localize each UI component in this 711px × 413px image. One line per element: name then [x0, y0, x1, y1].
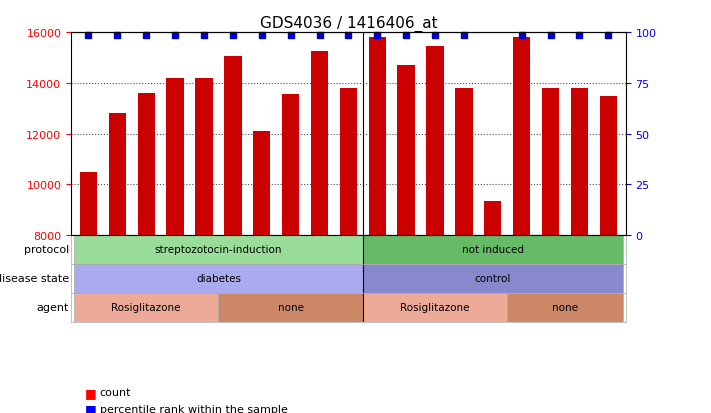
Point	[545, 32, 556, 39]
Bar	[542, 89, 560, 235]
Bar	[397, 66, 415, 235]
Text: ■: ■	[85, 386, 97, 399]
Text: percentile rank within the sample: percentile rank within the sample	[100, 404, 287, 413]
Point	[169, 32, 181, 39]
Text: control: control	[475, 274, 511, 284]
Bar	[224, 57, 242, 235]
Point	[343, 32, 354, 39]
Bar	[484, 201, 501, 235]
Text: Rosiglitazone: Rosiglitazone	[400, 303, 470, 313]
Point	[314, 32, 325, 39]
Point	[429, 32, 441, 39]
FancyBboxPatch shape	[74, 293, 218, 322]
Bar	[340, 89, 357, 235]
Text: disease state: disease state	[0, 274, 69, 284]
Text: not induced: not induced	[462, 245, 524, 255]
Bar	[253, 132, 270, 235]
Bar	[137, 94, 155, 235]
Text: protocol: protocol	[23, 245, 69, 255]
Point	[574, 32, 585, 39]
FancyBboxPatch shape	[363, 293, 507, 322]
Point	[227, 32, 238, 39]
Point	[198, 32, 210, 39]
FancyBboxPatch shape	[363, 235, 623, 264]
Point	[400, 32, 412, 39]
Bar	[513, 38, 530, 235]
Bar	[427, 47, 444, 235]
Bar	[599, 96, 617, 235]
FancyBboxPatch shape	[218, 293, 363, 322]
Bar	[571, 89, 588, 235]
Point	[256, 32, 267, 39]
Text: agent: agent	[36, 303, 69, 313]
Text: Rosiglitazone: Rosiglitazone	[112, 303, 181, 313]
Bar	[80, 172, 97, 235]
Point	[372, 32, 383, 39]
Text: streptozotocin-induction: streptozotocin-induction	[155, 245, 282, 255]
FancyBboxPatch shape	[74, 235, 363, 264]
FancyBboxPatch shape	[363, 264, 623, 293]
Bar	[166, 78, 183, 235]
Bar	[282, 95, 299, 235]
Point	[516, 32, 528, 39]
Bar	[196, 78, 213, 235]
Bar	[311, 52, 328, 235]
Bar	[455, 89, 473, 235]
Point	[82, 32, 94, 39]
Point	[285, 32, 296, 39]
Text: count: count	[100, 387, 131, 397]
Bar	[109, 114, 126, 235]
FancyBboxPatch shape	[507, 293, 623, 322]
Text: diabetes: diabetes	[196, 274, 241, 284]
Bar	[368, 38, 386, 235]
Point	[603, 32, 614, 39]
Text: none: none	[277, 303, 304, 313]
Text: none: none	[552, 303, 578, 313]
Text: ■: ■	[85, 402, 97, 413]
Title: GDS4036 / 1416406_at: GDS4036 / 1416406_at	[260, 16, 437, 32]
Point	[112, 32, 123, 39]
Point	[141, 32, 152, 39]
FancyBboxPatch shape	[74, 264, 363, 293]
Point	[458, 32, 469, 39]
